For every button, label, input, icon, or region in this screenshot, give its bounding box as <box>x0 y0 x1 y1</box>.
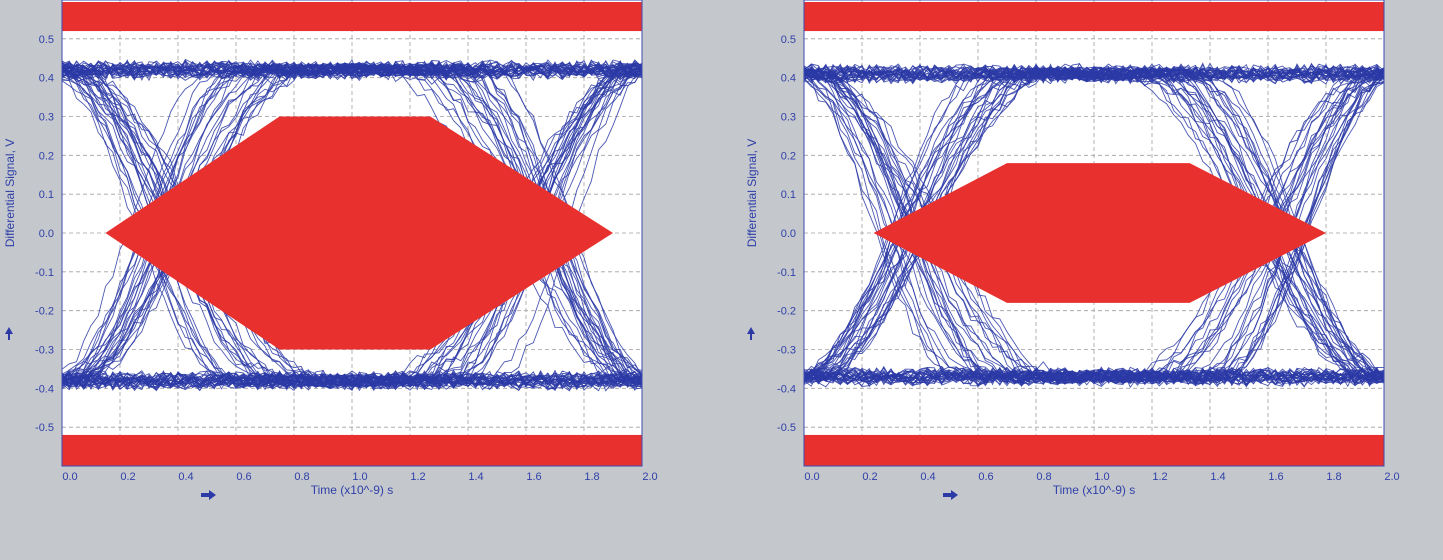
signal-trace <box>803 69 1385 385</box>
signal-trace <box>61 59 643 81</box>
mask-top-bar <box>804 2 1384 32</box>
x-tick-label: 0.2 <box>862 471 877 483</box>
x-tick-label: 1.2 <box>410 471 425 483</box>
x-tick-label: 1.8 <box>1326 471 1341 483</box>
signal-trace <box>803 68 1385 383</box>
y-axis-label: Differential Signal, V <box>3 139 17 248</box>
signal-trace <box>803 366 1385 388</box>
x-tick-label: 2.0 <box>1384 471 1399 483</box>
x-tick-label: 2.0 <box>642 471 657 483</box>
y-tick-label: 0.0 <box>39 228 54 240</box>
x-axis-label: Time (x10^-9) s <box>311 483 394 497</box>
y-axis-arrow-icon <box>5 327 13 340</box>
y-tick-label: -0.2 <box>35 306 54 318</box>
eye-diagram-chart-1: 0.5 0.4 0.3 0.2 0.1 0.0 -0.1 -0.2 -0.3 -0.4 -0.5 0.… <box>3 0 658 500</box>
x-tick-label: 0.4 <box>920 471 935 483</box>
x-axis-label: Time (x10^-9) s <box>1053 483 1136 497</box>
y-tick-label: -0.3 <box>777 345 796 357</box>
x-tick-label: 1.6 <box>526 471 541 483</box>
signal-traces <box>803 62 1385 389</box>
x-tick-label: 0.8 <box>1036 471 1051 483</box>
y-tick-label: -0.1 <box>35 267 54 279</box>
y-tick-label: -0.5 <box>777 422 796 434</box>
signal-trace <box>803 367 1385 385</box>
y-tick-label: -0.3 <box>35 345 54 357</box>
y-tick-label: -0.5 <box>35 422 54 434</box>
signal-trace <box>61 369 643 392</box>
x-tick-label: 0.6 <box>236 471 251 483</box>
signal-trace <box>61 60 643 80</box>
signal-trace <box>803 69 1385 384</box>
signal-trace <box>803 62 1385 85</box>
x-tick-label: 1.0 <box>352 471 367 483</box>
mask-center-hexagon <box>873 163 1326 303</box>
eye-diagram-chart-2: 0.5 0.4 0.3 0.2 0.1 0.0 -0.1 -0.2 -0.3 -0.4 -0.5 0.… <box>745 0 1400 500</box>
x-tick-label: 0.4 <box>178 471 193 483</box>
signal-trace <box>61 371 643 392</box>
signal-trace <box>61 64 643 386</box>
signal-trace <box>803 366 1385 387</box>
signal-trace <box>803 67 1385 384</box>
signal-trace <box>803 64 1385 84</box>
x-tick-label: 0.6 <box>978 471 993 483</box>
y-tick-label: -0.4 <box>35 383 54 395</box>
signal-trace <box>803 72 1385 384</box>
signal-trace <box>61 59 643 81</box>
y-tick-label: 0.1 <box>39 189 54 201</box>
x-tick-label: 1.6 <box>1268 471 1283 483</box>
signal-trace <box>803 63 1385 84</box>
y-tick-label: -0.4 <box>777 383 796 395</box>
y-tick-label: 0.3 <box>781 112 796 124</box>
y-tick-label: 0.4 <box>781 73 796 85</box>
y-axis-arrow-icon <box>747 327 755 340</box>
y-tick-label: 0.0 <box>781 228 796 240</box>
signal-trace <box>803 367 1385 387</box>
y-tick-label: 0.2 <box>39 150 54 162</box>
x-tick-label: 0.0 <box>62 471 77 483</box>
y-tick-label: -0.2 <box>777 306 796 318</box>
x-axis-arrow-icon <box>201 490 216 500</box>
x-tick-label: 0.0 <box>804 471 819 483</box>
signal-trace <box>61 60 643 80</box>
x-axis-arrow-icon <box>943 490 958 500</box>
x-tick-label: 1.2 <box>1152 471 1167 483</box>
y-tick-label: 0.3 <box>39 112 54 124</box>
x-tick-label: 1.0 <box>1094 471 1109 483</box>
x-tick-label: 1.8 <box>584 471 599 483</box>
signal-trace <box>803 67 1385 379</box>
signal-trace <box>61 60 643 80</box>
mask-center-hexagon <box>105 116 613 350</box>
x-tick-label: 1.4 <box>468 471 483 483</box>
y-tick-label: 0.5 <box>39 34 54 46</box>
signal-trace <box>803 67 1385 382</box>
y-tick-label: 0.4 <box>39 73 54 85</box>
mask-bottom-bar <box>804 434 1384 466</box>
mask-top-bar <box>62 2 642 32</box>
x-tick-label: 1.4 <box>1210 471 1225 483</box>
plot-border <box>61 0 643 467</box>
signal-trace <box>61 370 643 390</box>
eye-diagram-panel-2: 0.5 0.4 0.3 0.2 0.1 0.0 -0.1 -0.2 -0.3 -0.4 -0.5 0.… <box>742 0 1443 560</box>
y-tick-label: 0.1 <box>781 189 796 201</box>
eye-diagram-panel-1: 0.5 0.4 0.3 0.2 0.1 0.0 -0.1 -0.2 -0.3 -0.4 -0.5 0.… <box>0 0 720 560</box>
x-tick-label: 0.8 <box>294 471 309 483</box>
signal-trace <box>61 61 643 80</box>
y-tick-label: 0.5 <box>781 34 796 46</box>
y-tick-label: -0.1 <box>777 267 796 279</box>
signal-trace <box>803 66 1385 385</box>
mask-bottom-bar <box>62 434 642 466</box>
x-tick-label: 0.2 <box>120 471 135 483</box>
y-tick-label: 0.2 <box>781 150 796 162</box>
y-axis-label: Differential Signal, V <box>745 139 759 248</box>
plot-border <box>803 0 1385 467</box>
